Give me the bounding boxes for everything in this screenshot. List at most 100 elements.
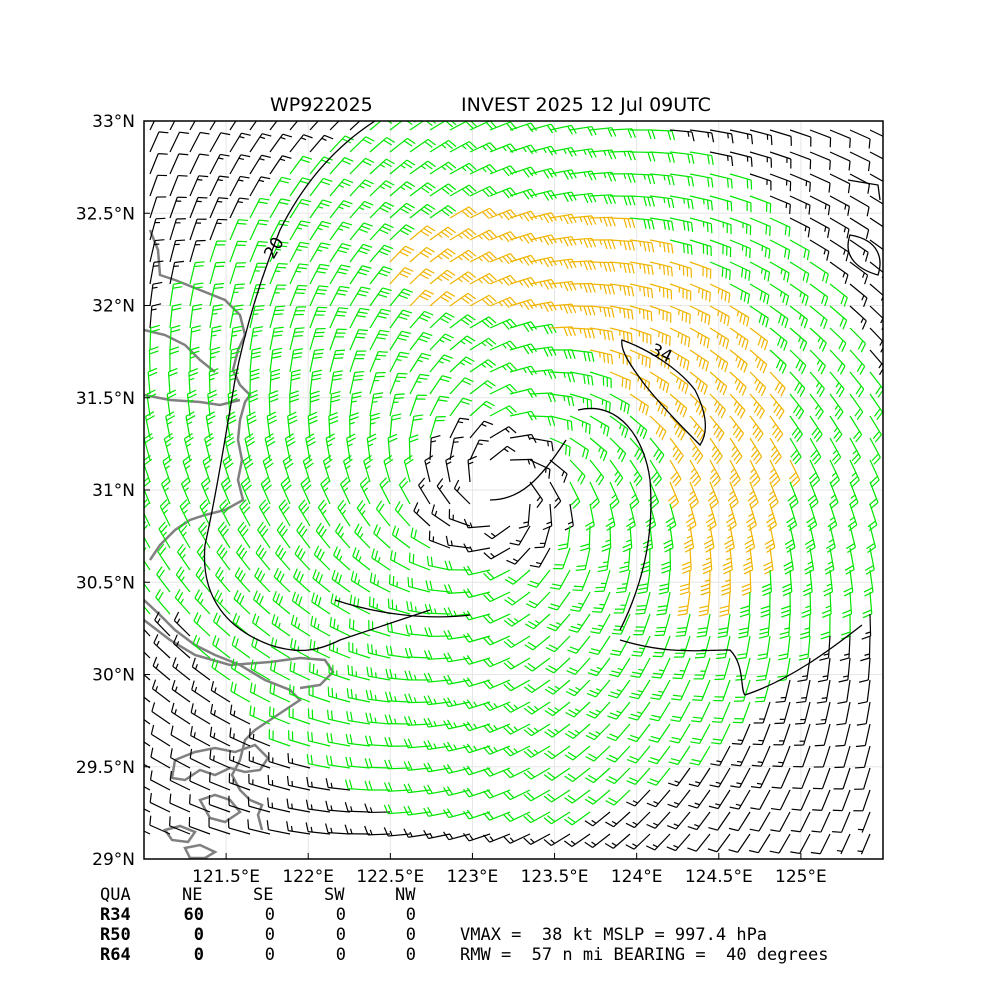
barb-feather	[776, 336, 782, 346]
wind-barb	[349, 243, 373, 263]
barb-feather	[194, 265, 204, 268]
barb-feather	[269, 394, 279, 399]
barb-feather	[300, 180, 310, 185]
wind-barb	[709, 195, 733, 212]
barb-feather	[603, 195, 609, 205]
barb-feather	[825, 542, 835, 550]
wind-barb	[663, 525, 674, 553]
barb-feather	[522, 257, 530, 266]
barb-feather	[280, 550, 287, 560]
wind-barb	[409, 310, 434, 329]
barb-feather	[276, 266, 287, 269]
barb-feather	[530, 188, 538, 198]
barb-half-feather	[167, 421, 173, 425]
barb-feather	[244, 433, 254, 440]
barb-feather	[349, 416, 359, 421]
barb-half-feather	[337, 228, 344, 231]
barb-staff	[229, 121, 237, 131]
barb-feather	[484, 339, 493, 347]
barb-feather	[346, 433, 356, 439]
barb-feather	[444, 560, 449, 570]
barb-feather	[741, 583, 751, 588]
barb-feather	[572, 501, 581, 509]
wind-map: 20 34 121.5°E 122°E 122.5°E 123°E 123.5°E 124…	[76, 112, 884, 887]
wind-barb	[549, 169, 577, 180]
barb-feather	[719, 383, 725, 393]
barb-feather	[626, 404, 630, 415]
barb-feather	[546, 124, 554, 134]
barb-feather	[588, 424, 591, 435]
wind-barb	[149, 324, 160, 351]
barb-feather	[319, 224, 330, 228]
wind-barb	[709, 371, 728, 396]
barb-feather	[199, 499, 208, 507]
wind-barb	[518, 503, 531, 529]
barb-feather	[361, 480, 370, 489]
barb-feather	[758, 313, 763, 324]
barb-feather	[144, 502, 150, 509]
barb-feather	[746, 317, 750, 327]
wind-barb	[609, 349, 632, 367]
barb-feather	[200, 524, 208, 534]
barb-half-feather	[824, 226, 827, 232]
barb-half-feather	[567, 521, 573, 525]
barb-feather	[485, 209, 494, 218]
barb-feather	[187, 389, 197, 395]
barb-feather	[564, 525, 574, 531]
barb-staff	[309, 121, 319, 131]
barb-feather	[224, 484, 233, 492]
barb-feather	[808, 472, 817, 480]
wind-barb	[580, 525, 591, 552]
barb-half-feather	[676, 354, 680, 361]
barb-feather	[747, 494, 756, 502]
barb-feather	[843, 297, 848, 307]
barb-feather	[386, 137, 396, 143]
wind-barb	[749, 437, 763, 465]
barb-feather	[721, 360, 726, 370]
barb-feather	[191, 325, 201, 329]
barb-feather	[739, 313, 743, 323]
barb-feather	[763, 565, 773, 571]
wind-barb	[229, 283, 245, 307]
wind-barb	[869, 415, 882, 443]
wind-barb	[829, 173, 851, 194]
barb-feather	[802, 271, 806, 281]
wind-barb	[229, 240, 248, 263]
barb-feather	[160, 524, 168, 533]
barb-feather	[671, 130, 676, 141]
barb-feather	[209, 368, 219, 373]
wind-barb	[269, 305, 286, 329]
wind-barb	[189, 303, 203, 329]
barb-half-feather	[469, 546, 473, 552]
barb-half-feather	[358, 556, 362, 562]
barb-feather	[467, 314, 476, 321]
barb-feather	[768, 524, 777, 532]
barb-feather	[323, 454, 332, 462]
barb-feather	[400, 312, 410, 317]
barb-feather	[424, 455, 434, 462]
barb-feather	[711, 449, 719, 458]
barb-feather	[469, 121, 477, 127]
wind-barb	[745, 503, 757, 532]
barb-feather	[317, 499, 325, 508]
wind-barb	[719, 591, 731, 617]
barb-feather	[603, 284, 607, 295]
barb-feather	[627, 218, 632, 228]
barb-feather	[334, 522, 341, 532]
barb-feather	[783, 561, 793, 567]
barb-feather	[683, 539, 693, 545]
wind-barb	[529, 123, 557, 134]
barb-feather	[722, 386, 728, 396]
wind-barb	[469, 380, 496, 395]
wind-barb	[249, 176, 271, 197]
barb-feather	[359, 477, 368, 485]
barb-staff	[829, 151, 851, 162]
barb-feather	[357, 271, 368, 276]
barb-half-feather	[468, 461, 474, 465]
barb-feather	[168, 371, 178, 377]
wind-barb	[689, 261, 712, 279]
wind-barb	[249, 326, 263, 351]
wind-barb	[829, 459, 840, 487]
wind-barb	[329, 200, 353, 219]
barb-feather	[671, 221, 674, 231]
